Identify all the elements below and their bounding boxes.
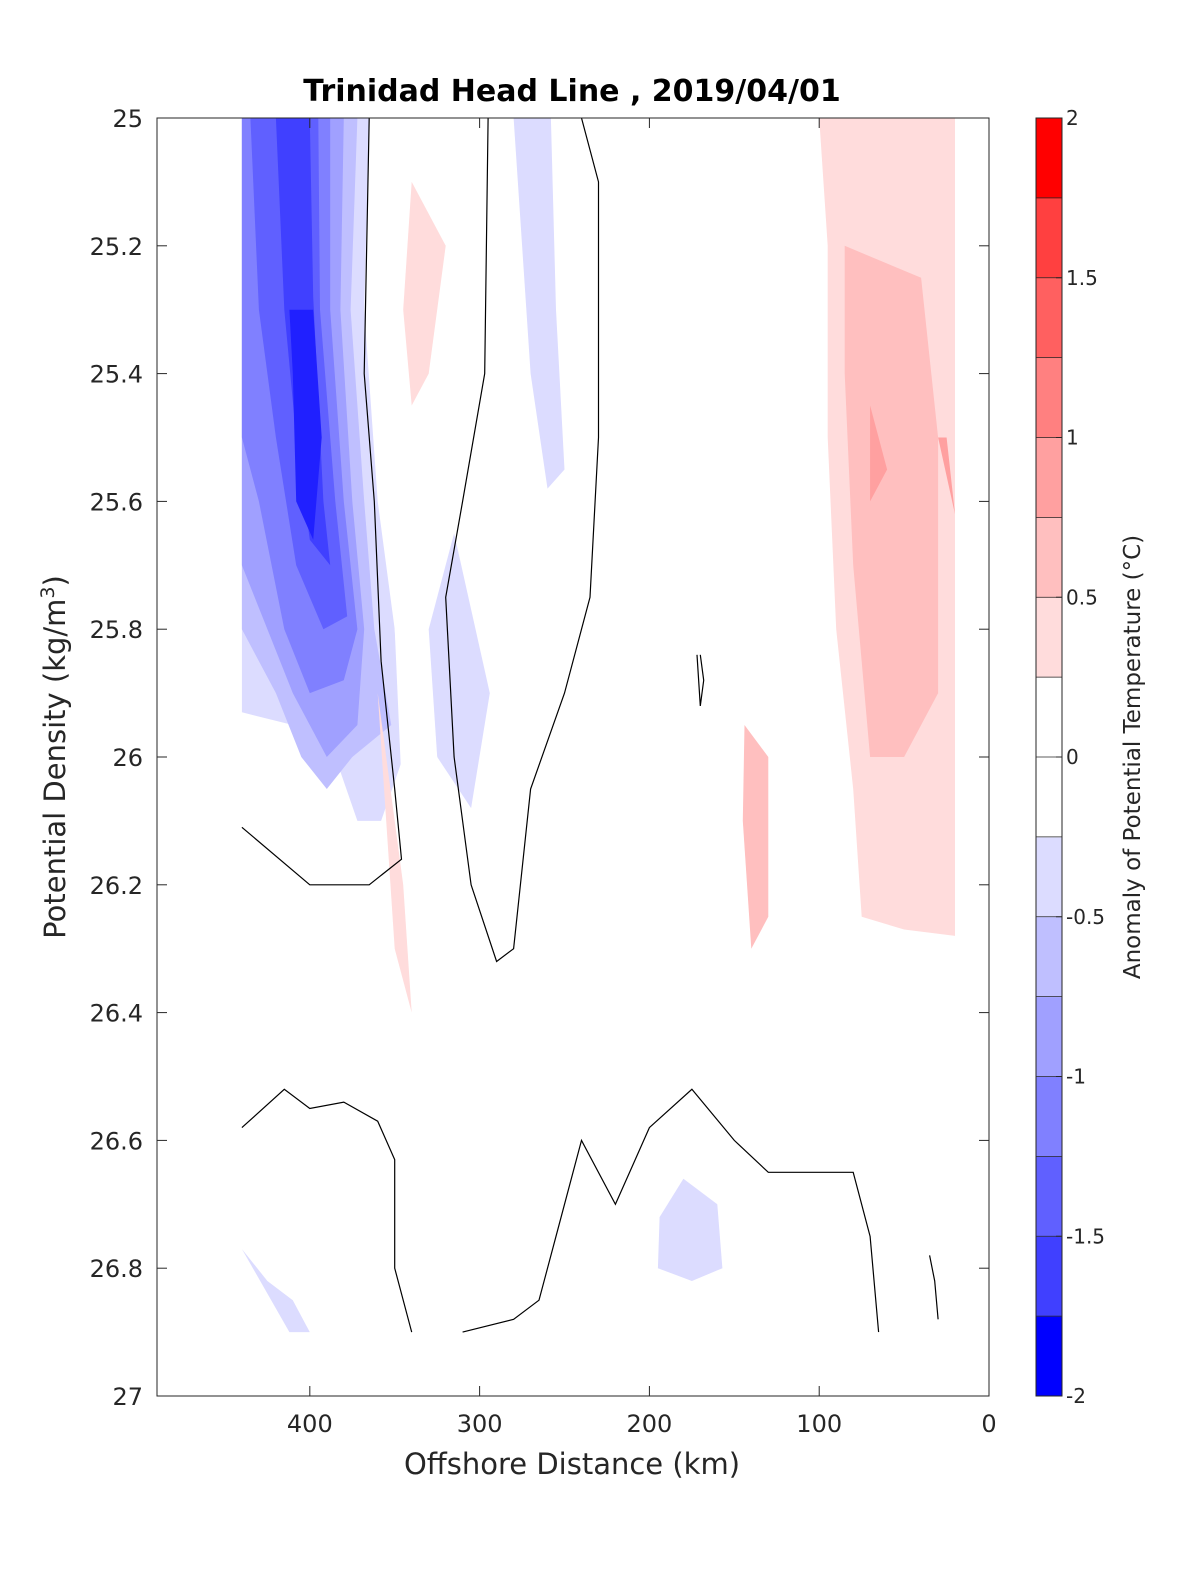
contour-region-8 <box>513 118 565 489</box>
colorbar-band <box>1036 1076 1062 1157</box>
y-tick-label: 26.4 <box>90 1000 143 1028</box>
contour-region-6 <box>289 309 322 540</box>
colorbar-tick-label: -1 <box>1066 1065 1086 1089</box>
colorbar-band <box>1036 1316 1062 1397</box>
y-axis-label: Potential Density (kg/m3) <box>37 575 72 939</box>
x-tick-label: 400 <box>287 1410 333 1438</box>
y-axis-label-superscript: 3 <box>37 586 59 598</box>
colorbar-tick-label: -2 <box>1066 1384 1086 1408</box>
y-tick-label: 26.8 <box>90 1255 143 1283</box>
y-tick-label: 26.6 <box>90 1127 143 1155</box>
colorbar-band <box>1036 836 1062 918</box>
colorbar-tick-label: 0.5 <box>1066 585 1098 609</box>
y-tick-label: 25.4 <box>90 361 143 389</box>
y-axis: 25 25.2 25.4 25.6 25.8 26 26.2 26.4 26.6 26.8 27 <box>90 105 989 1411</box>
plot-frame <box>156 117 990 1397</box>
colorbar: -2 -1.5 -1 -0.5 0 0.5 1 1.5 2 <box>1035 106 1105 1408</box>
y-tick-label: 26 <box>112 744 143 772</box>
x-tick-label: 200 <box>627 1410 673 1438</box>
y-tick-label: 25 <box>112 105 143 133</box>
contour-region-16 <box>403 181 446 406</box>
contour-region-13 <box>241 980 251 1026</box>
colorbar-tick-label: 1.5 <box>1066 266 1098 290</box>
zero-contour-line-5 <box>929 1255 939 1320</box>
contour-region-14 <box>343 118 955 1301</box>
y-axis-label-close: ) <box>38 575 72 586</box>
colorbar-band <box>1036 197 1062 279</box>
contour-region-17 <box>377 693 412 1013</box>
colorbar-band <box>1036 357 1062 438</box>
colorbar-band <box>1036 996 1062 1077</box>
zero-contour-line-2 <box>241 1088 413 1333</box>
colorbar-tick-label: 1 <box>1066 426 1079 450</box>
colorbar-tick-label: -1.5 <box>1066 1224 1105 1248</box>
colorbar-band <box>1036 916 1062 998</box>
y-tick-label: 25.2 <box>90 233 143 261</box>
colorbar-tick-label: 2 <box>1066 106 1079 130</box>
contour-region-10 <box>657 1178 723 1281</box>
colorbar-band <box>1036 1236 1062 1317</box>
contour-region-20 <box>870 405 888 502</box>
zero-contour-line-4 <box>696 654 705 706</box>
zero-contour-line-0 <box>241 118 403 886</box>
y-axis-label-main: Potential Density (kg/m <box>38 599 72 939</box>
colorbar-band <box>1036 118 1062 199</box>
colorbar-band <box>1036 277 1062 359</box>
y-tick-label: 25.8 <box>90 616 143 644</box>
x-axis: 400 300 200 100 0 <box>287 118 997 1438</box>
x-tick-label: 100 <box>796 1410 842 1438</box>
x-tick-label: 300 <box>457 1410 503 1438</box>
x-axis-label: Offshore Distance (km) <box>404 1447 740 1481</box>
colorbar-tick-label: -0.5 <box>1066 905 1105 929</box>
y-tick-label: 25.6 <box>90 488 143 516</box>
x-tick-label: 0 <box>981 1410 996 1438</box>
colorbar-band <box>1036 677 1062 758</box>
contour-region-19 <box>742 725 769 949</box>
plot-area <box>241 118 955 1333</box>
colorbar-label: Anomaly of Potential Temperature (°C) <box>1120 535 1146 979</box>
contour-region-7 <box>241 1249 310 1333</box>
contour-region-21 <box>938 437 955 515</box>
zero-contour-line-3 <box>462 1088 880 1333</box>
colorbar-tick-label: 0 <box>1066 745 1079 769</box>
colorbar-band <box>1036 1156 1062 1237</box>
zero-contour-line-1 <box>445 118 600 963</box>
colorbar-band <box>1036 757 1062 838</box>
contour-region-9 <box>428 533 490 809</box>
chart-title: Trinidad Head Line , 2019/04/01 <box>303 74 840 109</box>
y-tick-label: 26.2 <box>90 872 143 900</box>
colorbar-band <box>1036 517 1062 598</box>
colorbar-band <box>1036 597 1062 678</box>
y-tick-label: 27 <box>112 1383 143 1411</box>
contour-region-18 <box>844 245 939 758</box>
colorbar-band <box>1036 437 1062 518</box>
